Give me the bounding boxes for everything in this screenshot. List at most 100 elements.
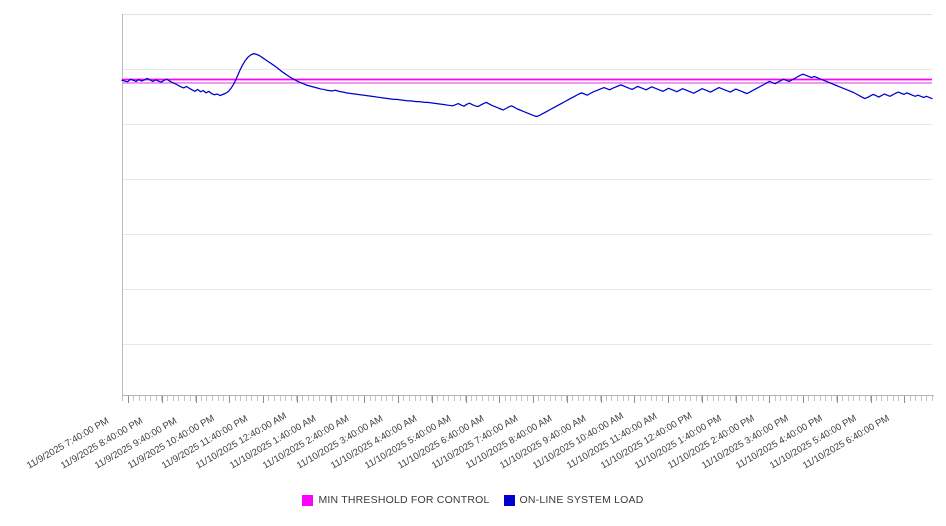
x-axis-major-tick — [499, 396, 501, 403]
x-axis-minor-tick — [611, 396, 613, 401]
x-axis-minor-tick — [453, 396, 455, 401]
x-axis-major-tick — [735, 396, 737, 403]
x-axis-minor-tick — [290, 396, 292, 401]
x-axis-minor-tick — [639, 396, 641, 401]
x-axis-minor-tick — [335, 396, 337, 401]
x-axis-minor-tick — [358, 396, 360, 401]
x-axis-minor-tick — [352, 396, 354, 401]
x-axis-major-tick — [904, 396, 906, 403]
x-axis-minor-tick — [645, 396, 647, 401]
x-axis-minor-tick — [825, 396, 827, 401]
x-axis-minor-tick — [695, 396, 697, 401]
legend-swatch-min-threshold — [302, 494, 314, 506]
x-axis-minor-tick — [138, 396, 140, 401]
x-axis-major-tick — [803, 396, 805, 403]
x-axis-minor-tick — [875, 396, 877, 401]
x-axis-ticks — [122, 396, 934, 403]
x-axis-minor-tick — [442, 396, 444, 401]
x-axis-minor-tick — [898, 396, 900, 401]
x-axis-minor-tick — [690, 396, 692, 401]
x-axis-major-tick — [161, 396, 163, 403]
x-axis-minor-tick — [375, 396, 377, 401]
x-axis-minor-tick — [273, 396, 275, 401]
x-axis-minor-tick — [200, 396, 202, 401]
x-axis-minor-tick — [527, 396, 528, 401]
x-axis-minor-tick — [183, 396, 185, 401]
x-axis-major-tick — [398, 396, 400, 403]
x-axis-minor-tick — [302, 396, 303, 401]
x-axis-minor-tick — [369, 396, 371, 401]
x-axis-major-tick — [836, 396, 838, 403]
legend-item-min-threshold[interactable]: MIN THRESHOLD FOR CONTROL — [302, 494, 489, 506]
x-axis-minor-tick — [588, 396, 590, 401]
online-system-load-line — [121, 52, 933, 118]
x-axis-minor-tick — [155, 396, 157, 401]
x-axis-minor-tick — [752, 396, 753, 401]
x-axis-major-tick — [533, 396, 535, 403]
x-axis-minor-tick — [622, 396, 624, 401]
x-axis-minor-tick — [403, 396, 405, 401]
x-axis-major-tick — [634, 396, 636, 403]
x-axis-minor-tick — [678, 396, 680, 401]
x-axis-minor-tick — [909, 396, 911, 401]
x-axis-minor-tick — [617, 396, 618, 401]
x-axis-minor-tick — [847, 396, 849, 401]
x-axis-major-tick — [128, 396, 130, 403]
x-axis-minor-tick — [150, 396, 152, 401]
x-axis-minor-tick — [425, 396, 427, 401]
x-axis-major-tick — [330, 396, 332, 403]
x-axis-minor-tick — [572, 396, 573, 401]
x-axis-minor-tick — [414, 396, 416, 401]
x-axis-major-tick — [769, 396, 771, 403]
x-axis-minor-tick — [482, 396, 483, 401]
x-axis-minor-tick — [341, 396, 343, 401]
series-layer — [121, 52, 933, 118]
gridline — [122, 179, 932, 180]
x-axis-minor-tick — [279, 396, 281, 401]
x-axis-minor-tick — [493, 396, 495, 401]
legend-swatch-system-load — [503, 494, 515, 506]
x-axis-minor-tick — [842, 396, 843, 401]
x-axis-minor-tick — [448, 396, 450, 401]
x-axis-minor-tick — [797, 396, 798, 401]
x-axis-minor-tick — [313, 396, 315, 401]
x-axis-minor-tick — [656, 396, 658, 401]
gridline — [122, 289, 932, 290]
x-axis-minor-tick — [932, 396, 933, 401]
x-axis-minor-tick — [892, 396, 894, 401]
x-axis-major-tick — [263, 396, 265, 403]
x-axis-major-tick — [701, 396, 703, 403]
x-axis-minor-tick — [307, 396, 309, 401]
x-axis-minor-tick — [926, 396, 928, 401]
x-axis-minor-tick — [650, 396, 652, 401]
x-axis-minor-tick — [347, 396, 348, 401]
x-axis-minor-tick — [819, 396, 821, 401]
chart-legend: MIN THRESHOLD FOR CONTROL ON-LINE SYSTEM… — [0, 494, 946, 506]
x-axis-minor-tick — [707, 396, 708, 401]
x-axis-minor-tick — [133, 396, 135, 401]
gridline — [122, 14, 932, 15]
plot-area — [121, 14, 933, 395]
x-axis-minor-tick — [178, 396, 180, 401]
x-axis-minor-tick — [437, 396, 438, 401]
x-axis-minor-tick — [673, 396, 675, 401]
x-axis-minor-tick — [234, 396, 236, 401]
x-axis-minor-tick — [780, 396, 782, 401]
x-axis-minor-tick — [791, 396, 793, 401]
x-axis-major-tick — [566, 396, 568, 403]
x-axis-major-tick — [229, 396, 231, 403]
x-axis-minor-tick — [808, 396, 810, 401]
x-axis-minor-tick — [538, 396, 540, 401]
x-axis-minor-tick — [858, 396, 860, 401]
x-axis-minor-tick — [560, 396, 562, 401]
plot-frame — [122, 14, 932, 395]
legend-item-system-load[interactable]: ON-LINE SYSTEM LOAD — [503, 494, 644, 506]
x-axis-line — [122, 395, 934, 396]
x-axis-major-tick — [870, 396, 872, 403]
gridline — [122, 69, 932, 70]
x-axis-minor-tick — [408, 396, 410, 401]
x-axis-major-tick — [296, 396, 298, 403]
x-axis-minor-tick — [189, 396, 191, 401]
x-axis-minor-tick — [318, 396, 320, 401]
x-axis-minor-tick — [420, 396, 422, 401]
